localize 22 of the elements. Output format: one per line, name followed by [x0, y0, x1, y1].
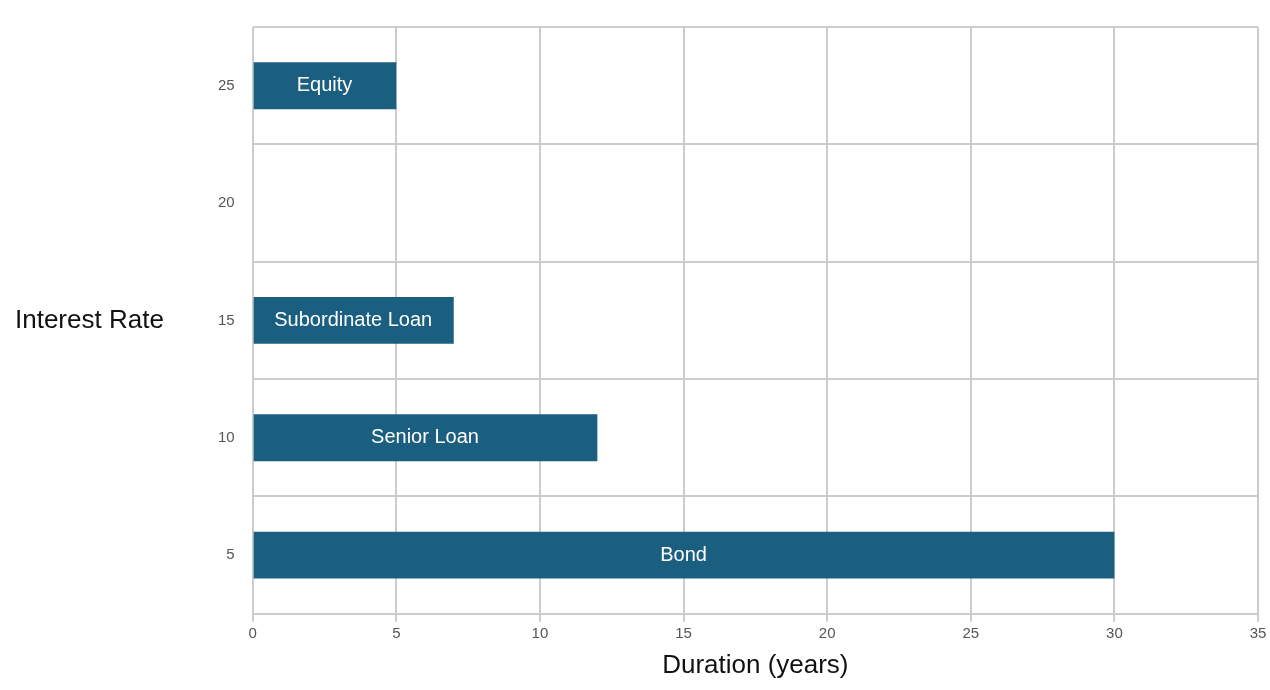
bar: [253, 62, 397, 110]
x-tick-label: 25: [962, 623, 980, 641]
x-tick-label: 35: [1249, 623, 1267, 641]
bar: [253, 414, 598, 462]
annotation: Senior Loan: [371, 425, 479, 448]
y-tick-label: 10: [218, 427, 235, 445]
y-tick-label: 15: [218, 310, 235, 328]
y-axis-title: Interest Rate: [15, 303, 164, 334]
x-tick-label: 30: [1106, 623, 1123, 641]
bar: [253, 531, 1115, 579]
x-tick-label: 15: [675, 623, 692, 641]
x-tick-label: 10: [531, 623, 549, 641]
annotation: Bond: [660, 542, 707, 565]
y-tick-label: 5: [226, 545, 235, 563]
x-tick-label: 5: [392, 623, 401, 641]
x-tick-label: 20: [818, 623, 836, 641]
y-tick-label: 20: [218, 193, 235, 211]
x-tick-label: 0: [248, 623, 257, 641]
annotation: Subordinate Loan: [274, 307, 433, 330]
x-axis-title: Duration (years): [662, 648, 849, 679]
y-tick-label: 25: [218, 75, 235, 93]
annotation: Equity: [296, 73, 353, 96]
